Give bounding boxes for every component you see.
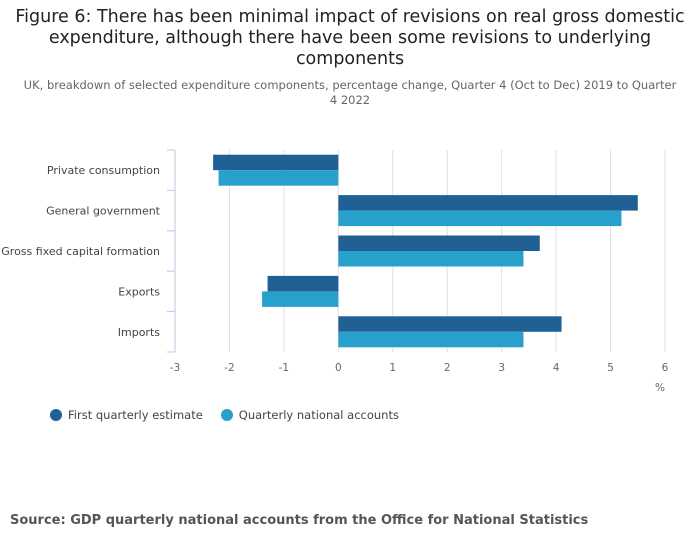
bar [267,275,339,292]
bar-chart: -3 -2 -1 0 1 2 3 4 5 6% Private consumption General… [1,149,669,394]
category-label: Private consumption [47,164,160,177]
bar [338,195,638,211]
axes [167,149,176,353]
category-label: Exports [118,285,160,298]
bar [338,316,562,332]
legend-item-quarterly-accounts[interactable]: Quarterly national accounts [220,408,399,422]
x-tick-label: -1 [279,362,289,374]
category-label: Gross fixed capital formation [1,245,160,258]
x-tick-label: 1 [389,362,396,374]
x-tick-label: 2 [444,362,451,374]
legend-swatch-quarterly-accounts [220,409,233,421]
chart-subtitle: UK, breakdown of selected expenditure co… [23,78,677,107]
x-tick-label: 0 [335,362,342,374]
x-axis-label: % [655,382,665,394]
legend-label-first-estimate: First quarterly estimate [68,408,203,422]
bar [338,210,622,227]
category-label: General government [46,205,161,218]
x-tick-label: 5 [607,362,614,374]
chart-title: Figure 6: There has been minimal impact … [15,7,685,69]
x-tick-label: 6 [662,362,669,374]
bar [338,251,524,267]
bars [213,154,638,348]
labels: -3 -2 -1 0 1 2 3 4 5 6% Private consumption General… [1,164,668,394]
x-tick-label: -2 [224,362,234,374]
legend-label-quarterly-accounts: Quarterly national accounts [238,408,399,422]
bar [218,170,339,186]
x-tick-label: -3 [170,362,180,374]
x-tick-label: 4 [553,362,560,374]
source-note: Source: GDP quarterly national accounts … [10,513,589,528]
x-tick-label: 3 [498,362,505,374]
legend-swatch-first-estimate [50,409,62,421]
bar [213,154,339,171]
legend: First quarterly estimate Quarterly natio… [50,408,399,422]
bar [338,235,540,251]
category-label: Imports [118,326,161,339]
bar [338,331,524,348]
bar [262,291,339,307]
legend-item-first-estimate[interactable]: First quarterly estimate [50,408,203,422]
